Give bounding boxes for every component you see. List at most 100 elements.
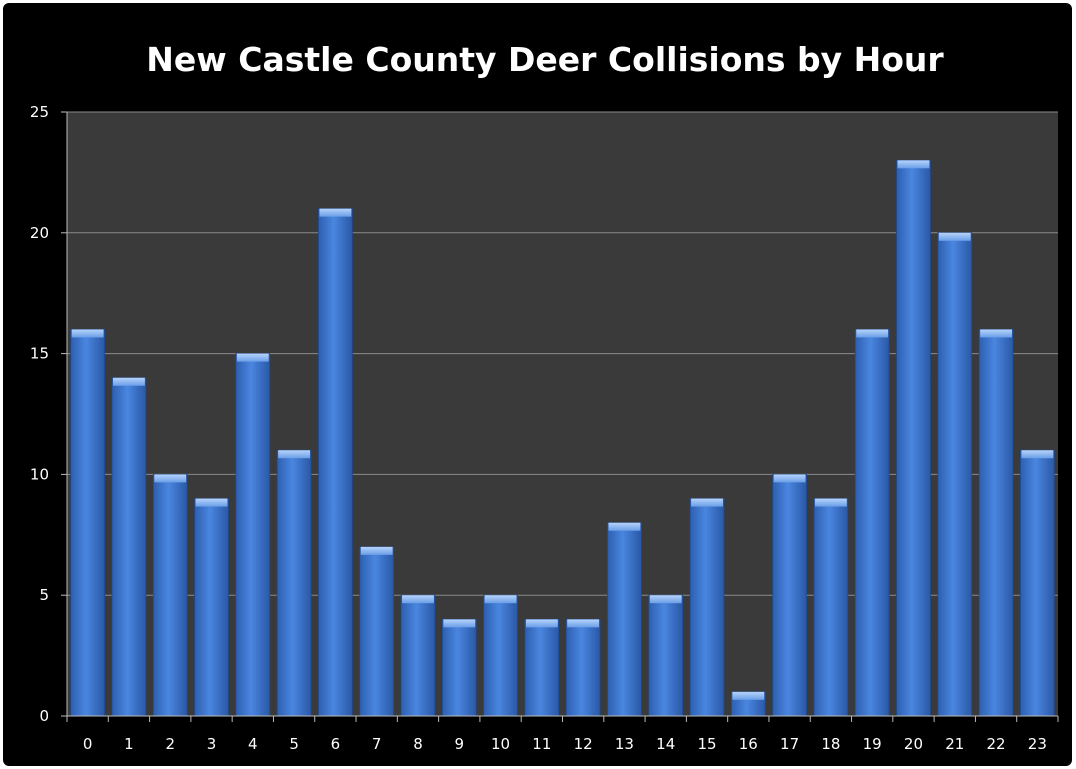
bar (359, 546, 395, 717)
y-tick-label: 0 (39, 707, 49, 725)
plot-area (67, 112, 1058, 716)
x-tick-label: 14 (656, 735, 675, 753)
bar (194, 498, 229, 717)
bar-group (772, 473, 807, 717)
bar-top-highlight (567, 619, 600, 628)
bar (978, 329, 1014, 717)
bar-group (111, 377, 147, 717)
bar-group (1020, 449, 1055, 717)
bar-group (70, 329, 105, 717)
bar-group (483, 594, 518, 717)
bar-group (937, 232, 973, 717)
bar (854, 329, 890, 717)
bar (772, 473, 807, 717)
x-tick-label: 19 (863, 735, 882, 753)
chart-frame: New Castle County Deer Collisions by Hou… (3, 3, 1072, 766)
bar (565, 618, 601, 717)
y-tick-label: 25 (30, 103, 49, 121)
x-tick-label: 21 (945, 735, 964, 753)
x-tick-label: 11 (532, 735, 551, 753)
bar (441, 618, 477, 717)
bar-group (896, 159, 931, 717)
bar-chart: New Castle County Deer Collisions by Hou… (30, 40, 1059, 753)
bar-top-highlight (319, 208, 352, 217)
x-tick-label: 23 (1028, 735, 1047, 753)
bar-group (235, 353, 271, 717)
bar-top-highlight (1021, 450, 1054, 459)
bar-group (318, 208, 353, 717)
bar-top-highlight (814, 498, 847, 507)
bar (111, 377, 147, 717)
x-tick-label: 9 (454, 735, 464, 753)
bar (689, 498, 725, 717)
bar-top-highlight (980, 329, 1012, 338)
bar (937, 232, 973, 717)
bar-group (607, 522, 642, 717)
y-tick-label: 10 (30, 465, 49, 483)
x-tick-label: 8 (413, 735, 423, 753)
bar-group (441, 618, 477, 717)
bar-group (359, 546, 395, 717)
bar-top-highlight (525, 619, 558, 628)
x-tick-label: 22 (987, 735, 1006, 753)
bar (648, 594, 684, 717)
bar-top-highlight (484, 595, 517, 604)
bar-group (689, 498, 725, 717)
bar-group (565, 618, 601, 717)
x-tick-label: 13 (615, 735, 634, 753)
bar-top-highlight (691, 498, 723, 507)
bar-group (400, 594, 436, 717)
bar (276, 449, 312, 717)
bar-top-highlight (649, 595, 682, 604)
bar-top-highlight (732, 691, 765, 700)
bar-top-highlight (897, 160, 930, 169)
bar-group (854, 329, 890, 717)
bars (70, 159, 1055, 717)
x-tick-label: 10 (491, 735, 510, 753)
bar-group (524, 618, 560, 717)
bar-group (194, 498, 229, 717)
gridlines (67, 111, 1058, 596)
bar-group (276, 449, 312, 717)
bar-group (978, 329, 1014, 717)
x-tick-label: 7 (372, 735, 382, 753)
x-tick-label: 12 (574, 735, 593, 753)
y-tick-label: 5 (39, 586, 49, 604)
bar-top-highlight (773, 474, 806, 483)
bar (607, 522, 642, 717)
x-tick-label: 2 (165, 735, 175, 753)
bar (152, 473, 188, 717)
bar (524, 618, 560, 717)
x-tick-label: 16 (739, 735, 758, 753)
x-tick-label: 5 (289, 735, 299, 753)
x-tick-label: 3 (207, 735, 217, 753)
bar-top-highlight (154, 474, 187, 483)
bar-group (813, 498, 849, 717)
x-tick-label: 0 (83, 735, 93, 753)
bar-top-highlight (608, 522, 641, 531)
bar-top-highlight (360, 546, 393, 555)
bar (70, 329, 105, 717)
bar-top-highlight (236, 353, 269, 362)
x-tick-label: 1 (124, 735, 134, 753)
x-tick-label: 4 (248, 735, 258, 753)
y-tick-label: 15 (30, 345, 49, 363)
bar-top-highlight (113, 377, 145, 386)
bar-top-highlight (938, 232, 971, 241)
bar-top-highlight (71, 329, 104, 338)
x-tick-label: 15 (697, 735, 716, 753)
y-tick-label: 20 (30, 224, 49, 242)
bar (318, 208, 353, 717)
bar-group (730, 691, 766, 717)
bar (896, 159, 931, 717)
bar-top-highlight (278, 450, 311, 459)
chart-title: New Castle County Deer Collisions by Hou… (146, 40, 944, 79)
bar (813, 498, 849, 717)
bar (400, 594, 436, 717)
bar (235, 353, 271, 717)
bar-group (648, 594, 684, 717)
bar (483, 594, 518, 717)
bar-top-highlight (856, 329, 889, 338)
x-tick-label: 17 (780, 735, 799, 753)
